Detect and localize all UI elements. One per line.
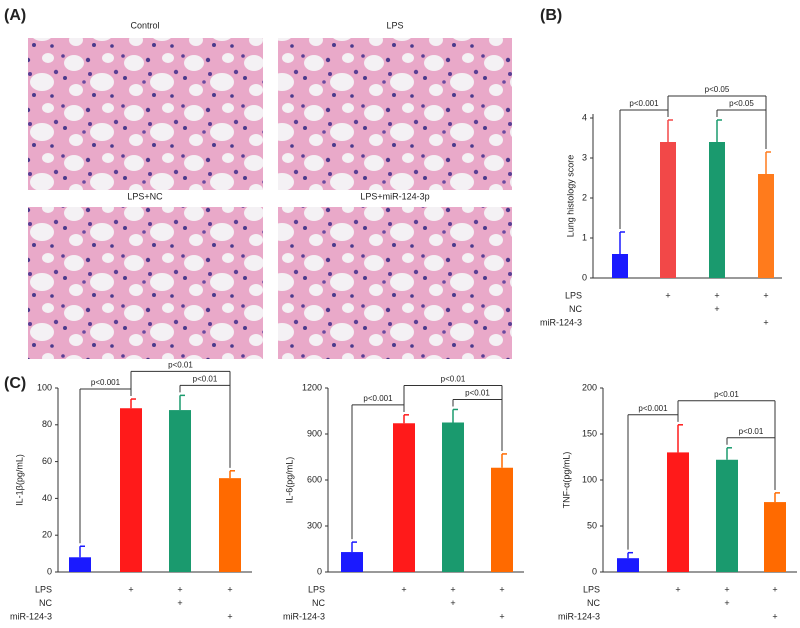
y-tick-label: 1	[582, 232, 587, 242]
treatment-label: miR-124-3	[10, 611, 52, 621]
significance-label: p<0.01	[441, 375, 466, 384]
treatment-mark: +	[675, 584, 680, 594]
treatment-mark: +	[772, 584, 777, 594]
treatment-label: NC	[312, 598, 325, 608]
y-tick-label: 1200	[302, 382, 322, 392]
y-tick-label: 80	[42, 419, 52, 429]
y-tick-label: 60	[42, 456, 52, 466]
bar	[612, 254, 628, 278]
y-tick-label: 4	[582, 112, 587, 122]
y-tick-label: 50	[587, 520, 597, 530]
y-tick-label: 40	[42, 493, 52, 503]
significance-label: p<0.001	[363, 394, 393, 403]
significance-label: p<0.05	[705, 85, 730, 94]
significance-label: p<0.05	[729, 99, 754, 108]
treatment-mark: +	[714, 290, 719, 300]
y-axis-label: IL-1β(pg/mL)	[14, 454, 24, 506]
treatment-label: LPS	[35, 584, 52, 594]
significance-label: p<0.001	[91, 378, 121, 387]
treatment-mark: +	[128, 584, 133, 594]
treatment-label: miR-124-3	[540, 317, 582, 327]
bar	[69, 557, 91, 572]
treatment-mark: +	[450, 584, 455, 594]
bar	[667, 452, 689, 572]
bar	[169, 410, 191, 572]
significance-label: p<0.01	[168, 360, 193, 369]
bar	[758, 174, 774, 278]
histology-image	[278, 38, 512, 190]
treatment-mark: +	[724, 598, 729, 608]
treatment-label: NC	[587, 598, 600, 608]
treatment-label: NC	[39, 598, 52, 608]
treatment-mark: +	[227, 584, 232, 594]
treatment-label: miR-124-3	[283, 611, 325, 621]
treatment-mark: +	[724, 584, 729, 594]
treatment-mark: +	[763, 317, 768, 327]
treatment-label: miR-124-3	[558, 611, 600, 621]
image-label: Control	[130, 20, 159, 30]
y-axis-label: TNF-α(pg/mL)	[561, 452, 571, 509]
bar	[219, 478, 241, 572]
treatment-mark: +	[401, 584, 406, 594]
y-tick-label: 3	[582, 152, 587, 162]
image-label: LPS+NC	[127, 191, 163, 201]
bar	[442, 422, 464, 572]
y-tick-label: 100	[37, 382, 52, 392]
significance-label: p<0.01	[193, 374, 218, 383]
treatment-label: LPS	[308, 584, 325, 594]
y-tick-label: 2	[582, 192, 587, 202]
y-tick-label: 150	[582, 428, 597, 438]
y-tick-label: 900	[307, 428, 322, 438]
panel-label: (A)	[4, 7, 26, 24]
image-label: LPS+miR-124-3p	[360, 191, 429, 201]
y-tick-label: 0	[47, 566, 52, 576]
histology-image	[28, 38, 263, 190]
y-tick-label: 200	[582, 382, 597, 392]
treatment-mark: +	[177, 584, 182, 594]
y-tick-label: 0	[317, 566, 322, 576]
treatment-mark: +	[772, 611, 777, 621]
significance-label: p<0.001	[629, 99, 659, 108]
panel-label: (C)	[4, 375, 26, 392]
y-axis-label: IL-6(pg/mL)	[284, 457, 294, 504]
treatment-mark: +	[763, 290, 768, 300]
significance-label: p<0.01	[739, 427, 764, 436]
y-tick-label: 20	[42, 530, 52, 540]
bar	[120, 408, 142, 572]
bar	[764, 502, 786, 572]
treatment-mark: +	[499, 611, 504, 621]
histology-image	[28, 207, 263, 359]
treatment-label: NC	[569, 304, 582, 314]
y-tick-label: 300	[307, 520, 322, 530]
bar	[709, 142, 725, 278]
treatment-label: LPS	[583, 584, 600, 594]
bar	[660, 142, 676, 278]
bar	[617, 558, 639, 572]
significance-label: p<0.01	[714, 390, 739, 399]
significance-label: p<0.001	[638, 404, 668, 413]
panel-label: (B)	[540, 7, 562, 24]
y-tick-label: 100	[582, 474, 597, 484]
y-tick-label: 600	[307, 474, 322, 484]
treatment-label: LPS	[565, 290, 582, 300]
bar	[491, 467, 513, 572]
bar	[716, 459, 738, 572]
histology-image	[278, 207, 512, 359]
significance-label: p<0.01	[465, 389, 490, 398]
treatment-mark: +	[499, 584, 504, 594]
bar	[341, 552, 363, 572]
y-axis-label: Lung histology score	[565, 155, 575, 238]
treatment-mark: +	[665, 290, 670, 300]
bar	[393, 423, 415, 572]
image-label: LPS	[386, 20, 403, 30]
y-tick-label: 0	[592, 566, 597, 576]
histology-panel: Control LPS LPS+NC LPS+miR-124-3p	[28, 20, 512, 359]
treatment-mark: +	[227, 611, 232, 621]
treatment-mark: +	[714, 304, 719, 314]
treatment-mark: +	[177, 598, 182, 608]
y-tick-label: 0	[582, 272, 587, 282]
treatment-mark: +	[450, 598, 455, 608]
